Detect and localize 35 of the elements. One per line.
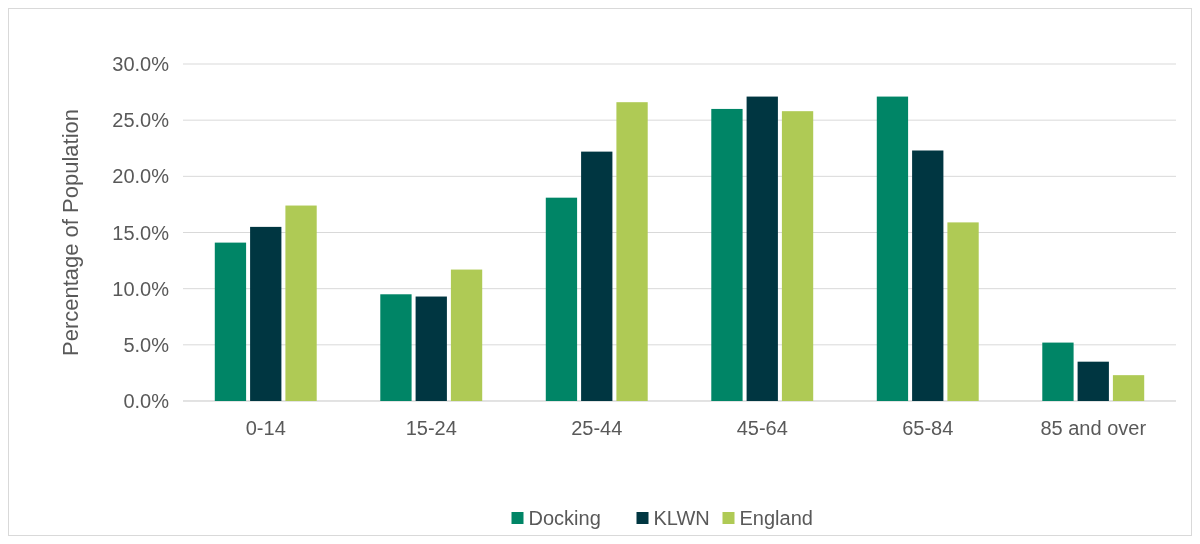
x-tick-label: 25-44 [571, 417, 623, 439]
x-tick-label: 65-84 [902, 417, 954, 439]
bar [711, 108, 743, 401]
bar [746, 96, 778, 401]
x-tick-label: 85 and over [1040, 417, 1147, 439]
bar [581, 151, 613, 401]
legend-label: Docking [528, 507, 601, 529]
y-tick-label: 15.0% [112, 221, 170, 244]
bar [285, 205, 317, 401]
x-tick-label: 15-24 [405, 417, 457, 439]
legend-label: KLWN [653, 507, 710, 529]
bar [1042, 342, 1074, 401]
bar [616, 102, 648, 401]
bar [912, 150, 944, 401]
y-tick-label: 25.0% [112, 109, 170, 132]
legend-label: England [739, 507, 813, 529]
bar [415, 296, 447, 401]
bar [450, 269, 483, 401]
y-tick-label: 0.0% [123, 390, 170, 412]
y-tick-label: 10.0% [112, 277, 170, 300]
bar [947, 222, 979, 401]
x-tick-label: 0-14 [245, 417, 286, 439]
bar [876, 96, 909, 401]
bar [781, 111, 814, 401]
bar [545, 197, 578, 401]
y-tick-label: 20.0% [112, 165, 170, 188]
bar [214, 242, 247, 401]
x-tick-label: 45-64 [736, 417, 788, 439]
y-tick-label: 5.0% [123, 333, 170, 356]
bar [250, 226, 282, 401]
bar [1077, 361, 1109, 401]
bar [380, 294, 412, 401]
bar [1112, 375, 1145, 401]
y-axis-title: Percentage of Population [58, 108, 83, 357]
y-tick-label: 30.0% [112, 53, 170, 75]
